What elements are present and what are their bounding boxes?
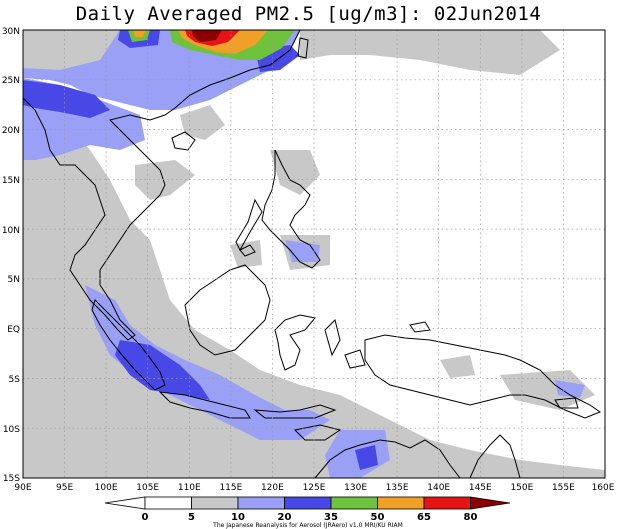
lat-axis: 30N 25N 20N 15N 10N 5N EQ 5S 10S 15S <box>2 27 20 484</box>
plot-frame <box>22 29 606 479</box>
lon-label: 110E <box>178 483 201 493</box>
lat-label: 20N <box>2 126 20 136</box>
lat-label: 10S <box>3 425 20 435</box>
colorbar-segment <box>470 496 511 510</box>
colorbar-segment <box>330 496 378 510</box>
lon-label: 135E <box>386 483 409 493</box>
colorbar-segment <box>284 496 332 510</box>
lon-label: 115E <box>219 483 242 493</box>
colorbar-level: 10 <box>231 512 245 523</box>
lon-label: 120E <box>261 483 284 493</box>
colorbar-level: 20 <box>278 512 292 523</box>
map-title: Daily Averaged PM2.5 [ug/m3]: 02Jun2014 <box>75 3 542 25</box>
colorbar-level: 65 <box>417 512 431 523</box>
colorbar-segment <box>144 496 192 510</box>
lat-label: 15N <box>2 176 20 186</box>
colorbar-level: 80 <box>464 512 478 523</box>
lat-label: 10N <box>2 226 20 236</box>
lat-label: 5N <box>8 275 20 285</box>
colorbar-level: 0 <box>142 512 149 523</box>
lon-label: 90E <box>14 483 31 493</box>
colorbar-segment <box>104 496 146 510</box>
pm25-field <box>23 30 605 478</box>
lon-label: 105E <box>136 483 159 493</box>
colorbar: 0 5 10 20 35 50 65 80 The Japanese Reana… <box>104 496 511 529</box>
lon-label: 130E <box>344 483 367 493</box>
lon-axis: 90E 95E 100E 105E 110E 115E 120E 125E 13… <box>14 483 614 493</box>
lat-label: 5S <box>9 375 21 385</box>
coastlines <box>22 29 602 479</box>
colorbar-segment <box>237 496 285 510</box>
lon-label: 155E <box>552 483 575 493</box>
lat-label: 25N <box>2 76 20 86</box>
data-credit: The Japanese Reanalysis for Aerosol (JRA… <box>212 522 403 529</box>
lon-label: 145E <box>469 483 492 493</box>
lat-label: 30N <box>2 27 20 37</box>
colorbar-segment <box>423 496 471 510</box>
lat-label: EQ <box>7 325 20 335</box>
lon-label: 140E <box>427 483 450 493</box>
colorbar-level: 35 <box>324 512 338 523</box>
lon-label: 125E <box>303 483 326 493</box>
lat-label: 15S <box>3 474 20 484</box>
colorbar-segment <box>377 496 425 510</box>
lon-label: 160E <box>592 483 615 493</box>
colorbar-level: 50 <box>371 512 385 523</box>
lon-label: 150E <box>510 483 533 493</box>
colorbar-level: 5 <box>188 512 195 523</box>
colorbar-segment <box>191 496 239 510</box>
lon-label: 95E <box>56 483 73 493</box>
lon-label: 100E <box>95 483 118 493</box>
